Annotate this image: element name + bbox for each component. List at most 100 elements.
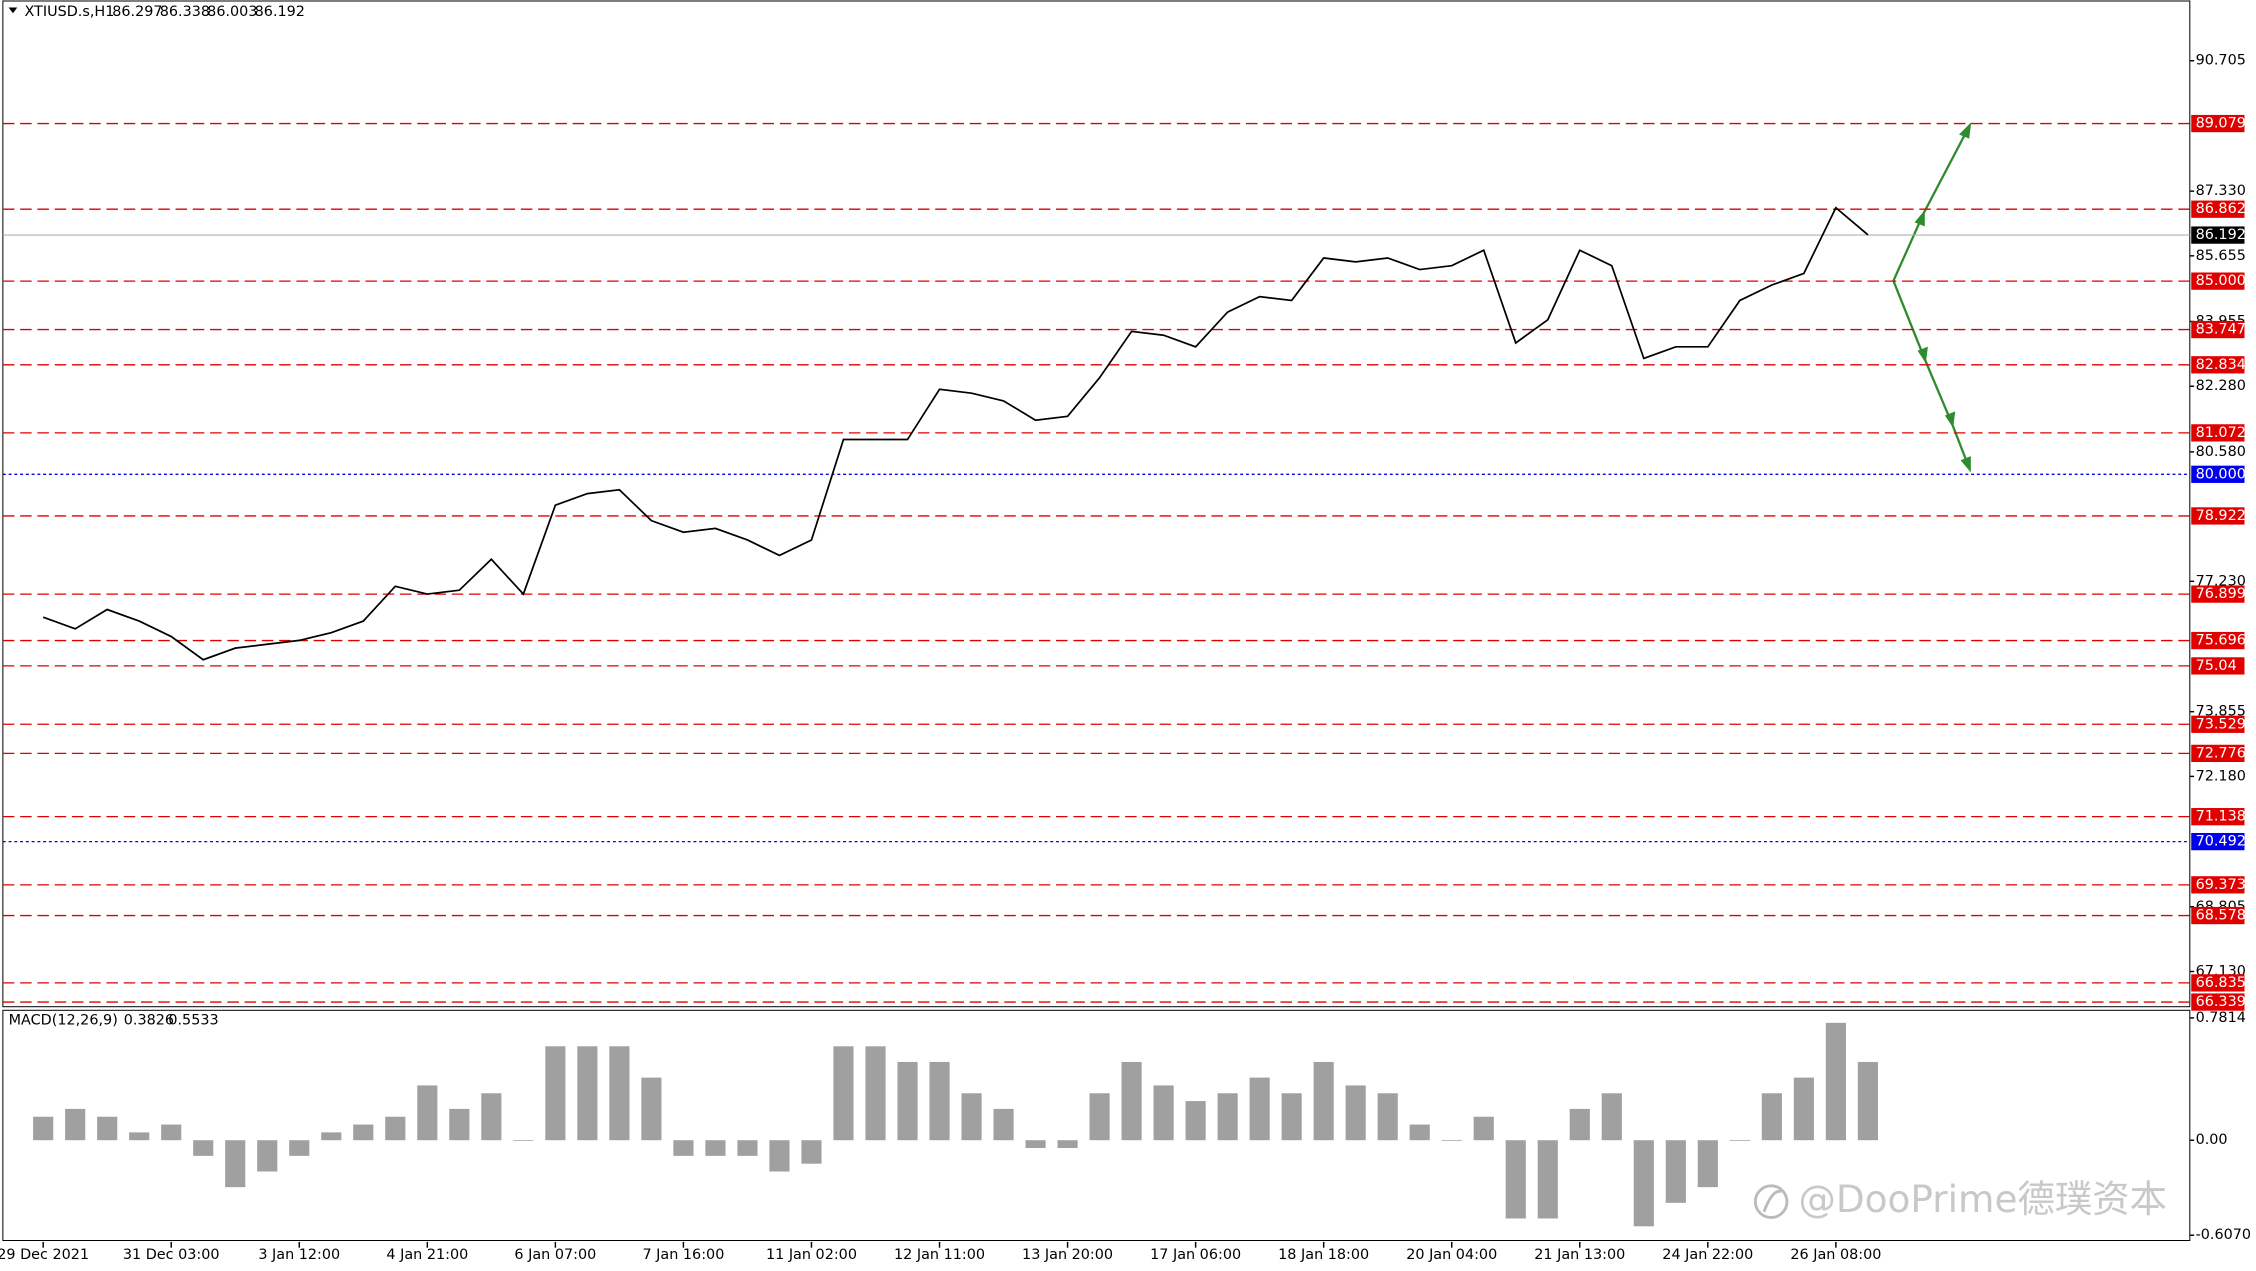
level-label: 89.079 xyxy=(2196,116,2246,132)
x-tick-label: 7 Jan 16:00 xyxy=(642,1247,724,1263)
level-label-box xyxy=(2191,744,2245,763)
level-label-box xyxy=(2191,320,2245,339)
watermark: @DooPrime德璞资本 xyxy=(1798,1177,2167,1221)
macd-bar xyxy=(385,1116,406,1141)
x-tick-label: 3 Jan 12:00 xyxy=(258,1247,340,1263)
x-tick-label: 13 Jan 20:00 xyxy=(1022,1247,1113,1263)
macd-bar xyxy=(1441,1140,1462,1141)
level-label-box xyxy=(2191,356,2245,374)
level-label-box xyxy=(2191,631,2245,650)
y-tick-label: 0.7814 xyxy=(2196,1010,2246,1026)
ohlc-high: 86.338 xyxy=(160,4,210,20)
x-tick-label: 29 Dec 2021 xyxy=(0,1247,89,1263)
macd-bar xyxy=(897,1061,918,1141)
level-label: 78.922 xyxy=(2196,508,2246,524)
level-label: 66.339 xyxy=(2196,994,2246,1010)
y-tick-label: 87.330 xyxy=(2196,183,2246,199)
level-label-box xyxy=(2191,876,2245,894)
level-label: 82.834 xyxy=(2196,357,2246,373)
macd-bar xyxy=(161,1124,182,1141)
macd-title: MACD(12,26,9) xyxy=(9,1012,118,1028)
macd-bar xyxy=(1121,1061,1142,1141)
y-tick-label: 85.655 xyxy=(2196,248,2246,264)
macd-bar xyxy=(1505,1140,1526,1219)
level-label-box xyxy=(2191,657,2245,675)
level-label: 69.373 xyxy=(2196,877,2246,893)
level-label-box xyxy=(2191,715,2245,733)
macd-bar xyxy=(1857,1061,1878,1141)
level-label-box xyxy=(2191,465,2245,483)
macd-bar xyxy=(1569,1108,1590,1141)
macd-pane xyxy=(2,1009,2191,1242)
x-tick-label: 21 Jan 13:00 xyxy=(1534,1247,1625,1263)
y-tick-label: -0.6070 xyxy=(2196,1227,2252,1243)
ohlc-open: 86.297 xyxy=(112,4,162,20)
level-label-box xyxy=(2191,272,2245,290)
level-label-box xyxy=(2191,832,2245,851)
last-price-box xyxy=(2191,226,2245,244)
level-label: 83.747 xyxy=(2196,322,2246,338)
level-label: 81.072 xyxy=(2196,425,2246,441)
macd-bar xyxy=(641,1077,662,1141)
macd-bar xyxy=(673,1140,694,1156)
x-tick-label: 31 Dec 03:00 xyxy=(123,1247,220,1263)
level-label: 71.138 xyxy=(2196,809,2246,825)
y-tick-label: 90.705 xyxy=(2196,53,2246,69)
x-tick-label: 26 Jan 08:00 xyxy=(1790,1247,1881,1263)
macd-bar xyxy=(289,1140,310,1156)
macd-bar xyxy=(577,1046,598,1141)
x-tick-label: 12 Jan 11:00 xyxy=(894,1247,985,1263)
macd-bar xyxy=(1377,1093,1398,1141)
macd-bar xyxy=(1473,1116,1494,1141)
level-label: 76.899 xyxy=(2196,586,2246,602)
level-label-box xyxy=(2191,200,2245,218)
macd-bar xyxy=(225,1140,246,1188)
level-label: 86.862 xyxy=(2196,201,2246,217)
macd-bar xyxy=(609,1046,630,1141)
menu-arrow[interactable] xyxy=(8,7,18,14)
x-tick-label: 20 Jan 04:00 xyxy=(1406,1247,1497,1263)
macd-bar xyxy=(833,1046,854,1141)
macd-bar xyxy=(1825,1022,1846,1141)
macd-bar xyxy=(1633,1140,1654,1227)
level-label: 75.04 xyxy=(2196,658,2237,674)
macd-bar xyxy=(705,1140,726,1156)
level-label: 68.578 xyxy=(2196,908,2246,924)
y-tick-label: 77.230 xyxy=(2196,573,2246,589)
macd-bar xyxy=(129,1132,150,1141)
level-label: 66.835 xyxy=(2196,975,2246,991)
y-tick-label: 72.180 xyxy=(2196,768,2246,784)
macd-signal: 0.5533 xyxy=(168,1012,218,1028)
macd-bar xyxy=(545,1046,566,1141)
macd-bar xyxy=(1281,1093,1302,1141)
macd-bar xyxy=(1409,1124,1430,1141)
x-tick-label: 11 Jan 02:00 xyxy=(766,1247,857,1263)
macd-bar xyxy=(257,1140,278,1172)
level-label-box xyxy=(2191,424,2245,442)
macd-bar xyxy=(1729,1140,1750,1141)
level-label: 85.000 xyxy=(2196,273,2246,289)
macd-bar xyxy=(513,1140,534,1141)
level-label: 70.492 xyxy=(2196,834,2246,850)
y-tick-label: 80.580 xyxy=(2196,444,2246,460)
level-label-box xyxy=(2191,993,2245,1011)
macd-bar xyxy=(769,1140,790,1172)
macd-bar xyxy=(1761,1093,1782,1141)
macd-bar xyxy=(1793,1077,1814,1141)
macd-bar xyxy=(801,1140,822,1164)
level-label-box xyxy=(2191,585,2245,603)
macd-value: 0.3826 xyxy=(124,1012,174,1028)
level-label-box xyxy=(2191,974,2245,992)
price-line xyxy=(42,206,1869,661)
last-price-label: 86.192 xyxy=(2196,227,2246,243)
x-tick-label: 4 Jan 21:00 xyxy=(386,1247,468,1263)
symbol-title: XTIUSD.s,H1 xyxy=(24,4,114,20)
watermark-logo xyxy=(1753,1184,1789,1219)
macd-bar xyxy=(993,1108,1014,1141)
macd-bar xyxy=(865,1046,886,1141)
macd-bar xyxy=(321,1132,342,1141)
macd-bar xyxy=(961,1093,982,1141)
macd-bar xyxy=(1601,1093,1622,1141)
y-tick-label: 0.00 xyxy=(2196,1132,2228,1148)
